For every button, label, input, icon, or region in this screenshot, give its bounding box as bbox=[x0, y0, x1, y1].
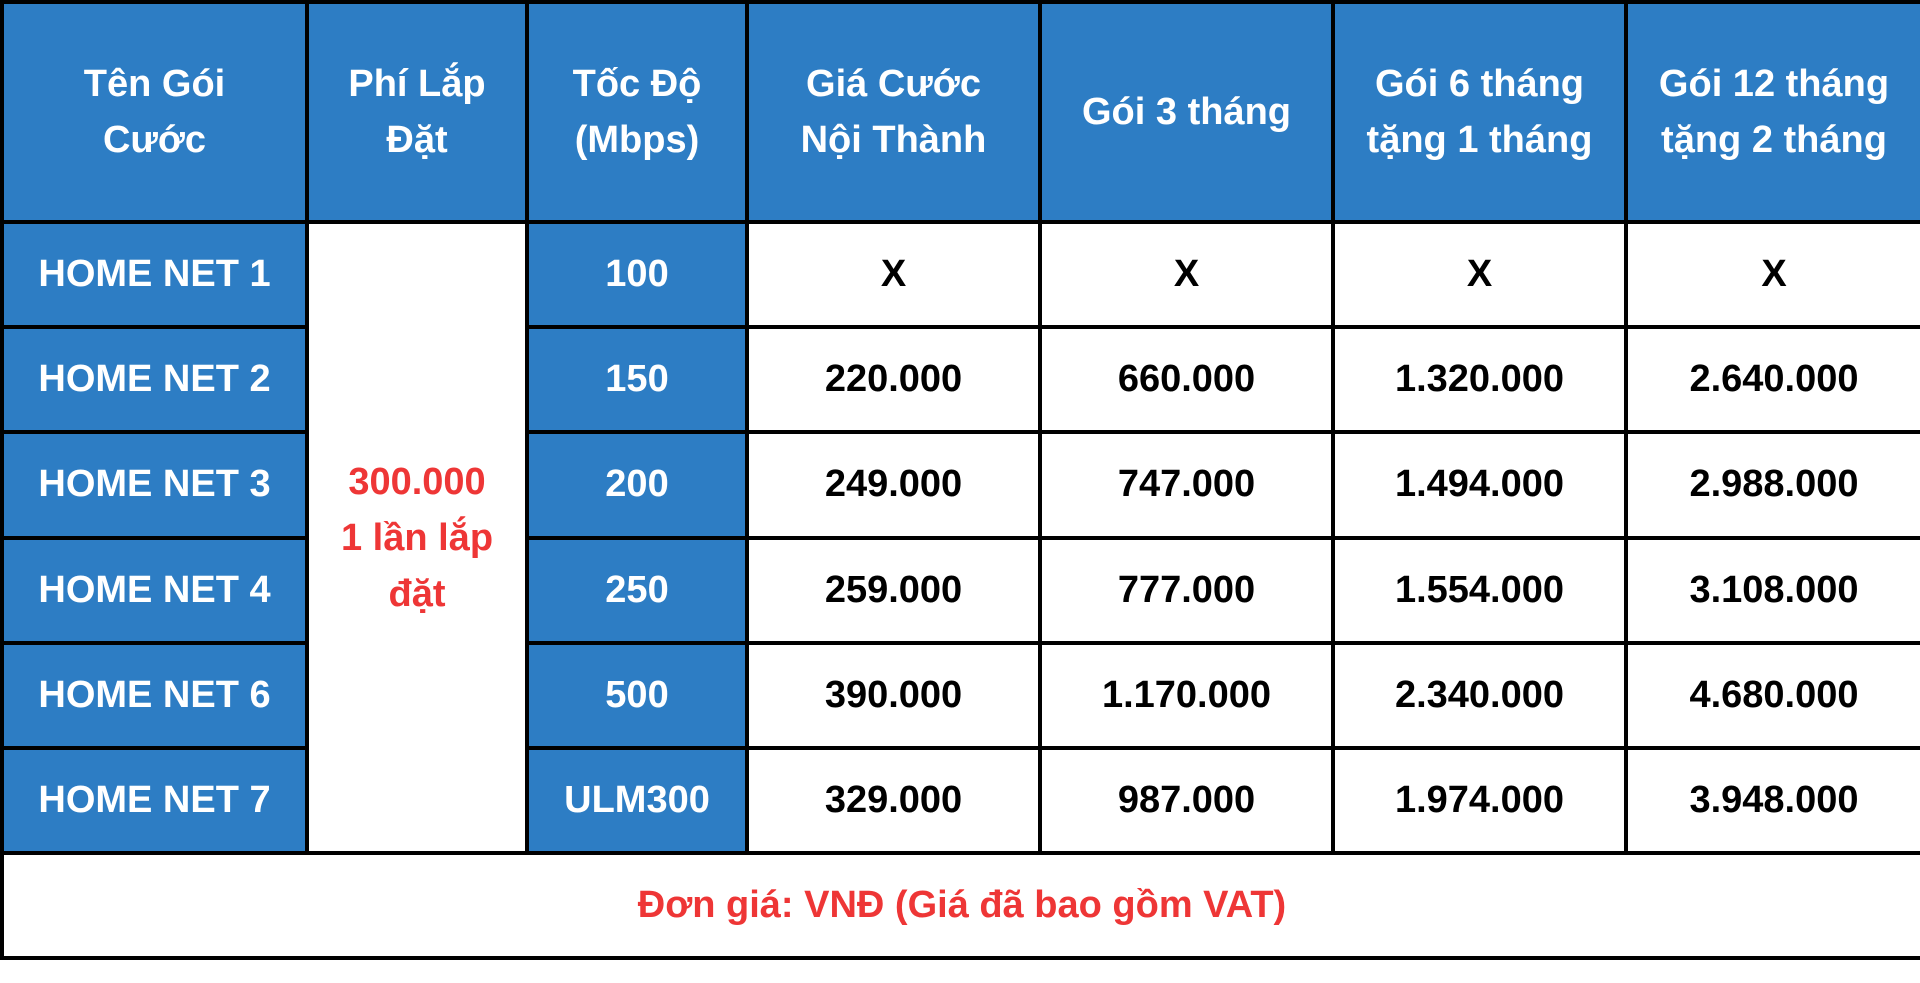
price-6-month-cell: 1.320.000 bbox=[1331, 325, 1628, 435]
header-row: Tên Gói Cước Phí Lắp Đặt Tốc Độ (Mbps) G… bbox=[0, 0, 1920, 225]
city-price-cell: X bbox=[745, 220, 1042, 330]
header-installation-fee: Phí Lắp Đặt bbox=[305, 0, 529, 225]
header-city-price-line1: Giá Cước bbox=[806, 63, 981, 106]
city-price-cell: 220.000 bbox=[745, 325, 1042, 435]
speed-cell: ULM300 bbox=[525, 745, 749, 855]
package-name-cell: HOME NET 2 bbox=[0, 325, 309, 435]
price-6-month-cell: 1.494.000 bbox=[1331, 430, 1628, 540]
header-speed: Tốc Độ (Mbps) bbox=[525, 0, 749, 225]
header-12-month-line2: tặng 2 tháng bbox=[1661, 119, 1887, 162]
speed-cell: 500 bbox=[525, 640, 749, 750]
price-3-month-cell: 747.000 bbox=[1038, 430, 1335, 540]
city-price-cell: 329.000 bbox=[745, 745, 1042, 855]
price-12-month-cell: 4.680.000 bbox=[1624, 640, 1920, 750]
price-3-month-cell: 987.000 bbox=[1038, 745, 1335, 855]
table-row: HOME NET 6 500 390.000 1.170.000 2.340.0… bbox=[0, 640, 1920, 750]
speed-cell: 150 bbox=[525, 325, 749, 435]
installation-fee-note-line1: 1 lần lắp bbox=[340, 516, 494, 559]
header-package-name-line2: Cước bbox=[102, 119, 207, 162]
table-row: HOME NET 7 ULM300 329.000 987.000 1.974.… bbox=[0, 745, 1920, 855]
package-name-cell: HOME NET 4 bbox=[0, 535, 309, 645]
price-3-month-cell: X bbox=[1038, 220, 1335, 330]
package-name-cell: HOME NET 3 bbox=[0, 430, 309, 540]
price-6-month-cell: 2.340.000 bbox=[1331, 640, 1628, 750]
header-speed-line1: Tốc Độ bbox=[572, 63, 702, 106]
price-6-month-cell: 1.554.000 bbox=[1331, 535, 1628, 645]
header-package-name-line1: Tên Gói bbox=[83, 63, 226, 106]
table-row: HOME NET 3 200 249.000 747.000 1.494.000… bbox=[0, 430, 1920, 540]
header-city-price-line2: Nội Thành bbox=[800, 119, 987, 162]
header-package-name: Tên Gói Cước bbox=[0, 0, 309, 225]
price-6-month-cell: 1.974.000 bbox=[1331, 745, 1628, 855]
installation-fee-note-line2: đặt bbox=[388, 572, 446, 615]
price-12-month-cell: 3.948.000 bbox=[1624, 745, 1920, 855]
price-3-month-cell: 777.000 bbox=[1038, 535, 1335, 645]
footer-note: Đơn giá: VNĐ (Giá đã bao gồm VAT) bbox=[0, 850, 1920, 961]
header-speed-line2: (Mbps) bbox=[574, 119, 700, 162]
header-3-month-line1: Gói 3 tháng bbox=[1082, 91, 1291, 134]
package-name-cell: HOME NET 1 bbox=[0, 220, 309, 330]
price-12-month-cell: 2.988.000 bbox=[1624, 430, 1920, 540]
city-price-cell: 249.000 bbox=[745, 430, 1042, 540]
header-installation-fee-line1: Phí Lắp bbox=[348, 63, 486, 106]
table-row: HOME NET 2 150 220.000 660.000 1.320.000… bbox=[0, 325, 1920, 435]
price-12-month-cell: 3.108.000 bbox=[1624, 535, 1920, 645]
header-6-month: Gói 6 tháng tặng 1 tháng bbox=[1331, 0, 1628, 225]
speed-cell: 200 bbox=[525, 430, 749, 540]
package-name-cell: HOME NET 6 bbox=[0, 640, 309, 750]
price-12-month-cell: 2.640.000 bbox=[1624, 325, 1920, 435]
package-name-cell: HOME NET 7 bbox=[0, 745, 309, 855]
speed-cell: 100 bbox=[525, 220, 749, 330]
price-3-month-cell: 1.170.000 bbox=[1038, 640, 1335, 750]
installation-fee-amount: 300.000 bbox=[348, 460, 486, 503]
header-6-month-line1: Gói 6 tháng bbox=[1375, 63, 1584, 106]
speed-cell: 250 bbox=[525, 535, 749, 645]
header-3-month: Gói 3 tháng bbox=[1038, 0, 1335, 225]
installation-fee-cell: 300.000 1 lần lắp đặt bbox=[305, 220, 529, 855]
header-installation-fee-line2: Đặt bbox=[386, 119, 448, 162]
price-3-month-cell: 660.000 bbox=[1038, 325, 1335, 435]
header-6-month-line2: tặng 1 tháng bbox=[1366, 119, 1593, 162]
price-table: Tên Gói Cước Phí Lắp Đặt Tốc Độ (Mbps) G… bbox=[0, 0, 1920, 961]
header-12-month: Gói 12 tháng tặng 2 tháng bbox=[1624, 0, 1920, 225]
city-price-cell: 259.000 bbox=[745, 535, 1042, 645]
price-6-month-cell: X bbox=[1331, 220, 1628, 330]
header-12-month-line1: Gói 12 tháng bbox=[1658, 63, 1890, 106]
footer-row: Đơn giá: VNĐ (Giá đã bao gồm VAT) bbox=[0, 850, 1920, 961]
table-row: HOME NET 4 250 259.000 777.000 1.554.000… bbox=[0, 535, 1920, 645]
table-row: HOME NET 1 300.000 1 lần lắp đặt 100 X X… bbox=[0, 220, 1920, 855]
city-price-cell: 390.000 bbox=[745, 640, 1042, 750]
price-12-month-cell: X bbox=[1624, 220, 1920, 330]
header-city-price: Giá Cước Nội Thành bbox=[745, 0, 1042, 225]
